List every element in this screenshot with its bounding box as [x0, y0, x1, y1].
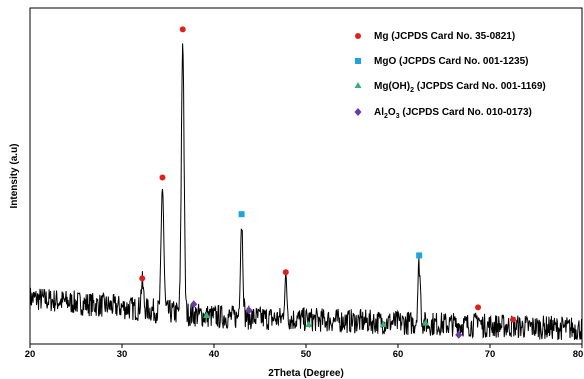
legend-label-mgo: MgO (JCPDS Card No. 001-1235): [374, 56, 529, 67]
legend: Mg (JCPDS Card No. 35-0821) MgO (JCPDS C…: [354, 31, 546, 120]
marker-mg-0: [139, 275, 146, 282]
marker-mgoh2-8: [203, 311, 211, 318]
y-axis-title: Intensity (a.u): [9, 143, 20, 208]
marker-mg-5: [510, 316, 516, 323]
marker-mgoh2-10: [379, 320, 387, 328]
marker-mgo-6: [238, 211, 245, 218]
x-tick-label-30: 30: [117, 349, 128, 360]
xrd-pattern-line: [29, 43, 583, 341]
x-tick-label-80: 80: [573, 349, 584, 360]
legend-label-mgoh2-main: Mg(OH): [374, 81, 410, 92]
legend-marker-mgoh2: [354, 82, 362, 88]
legend-label-mgoh2: Mg(OH)2 (JCPDS Card No. 001-1169): [374, 81, 546, 94]
marker-al2o3-13: [245, 306, 253, 315]
marker-mgoh2-11: [422, 319, 430, 326]
legend-item-mgo: MgO (JCPDS Card No. 001-1235): [355, 56, 529, 67]
legend-label-al2o3: Al2O3 (JCPDS Card No. 010-0173): [374, 107, 532, 120]
legend-label-mg: Mg (JCPDS Card No. 35-0821): [374, 31, 515, 42]
marker-mgoh2-9: [305, 320, 313, 328]
marker-mgo-7: [416, 252, 423, 259]
x-tick-label-40: 40: [209, 349, 220, 360]
x-tick-label-70: 70: [485, 349, 496, 360]
legend-label-al2o3-sub1: 2: [384, 113, 388, 120]
x-tick-label-50: 50: [301, 349, 312, 360]
x-axis-title: 2Theta (Degree): [268, 368, 344, 379]
legend-label-mgoh2-sub: 2: [410, 87, 414, 94]
legend-item-al2o3: Al2O3 (JCPDS Card No. 010-0173): [354, 107, 532, 120]
legend-label-al2o3-sub2: 3: [396, 113, 400, 120]
legend-label-al2o3-o: O: [388, 107, 396, 118]
marker-mg-3: [282, 269, 289, 276]
marker-mg-1: [159, 174, 166, 181]
legend-label-mgoh2-rest: (JCPDS Card No. 001-1169): [414, 81, 546, 92]
marker-al2o3-12: [190, 300, 198, 309]
legend-label-al2o3-al: Al: [374, 107, 384, 118]
legend-marker-mgo: [355, 58, 361, 64]
phase-markers: [139, 26, 516, 339]
legend-item-mgoh2: Mg(OH)2 (JCPDS Card No. 001-1169): [354, 81, 546, 94]
legend-label-al2o3-rest: (JCPDS Card No. 010-0173): [400, 107, 532, 118]
legend-marker-al2o3: [354, 108, 362, 116]
legend-item-mg: Mg (JCPDS Card No. 35-0821): [355, 31, 515, 42]
marker-mg-4: [475, 304, 482, 311]
marker-al2o3-14: [455, 330, 463, 339]
x-tick-label-20: 20: [25, 349, 36, 360]
legend-marker-mg: [355, 33, 361, 39]
marker-mg-2: [179, 26, 186, 33]
x-axis-ticks: 20 30 40 50 60 70 80: [25, 344, 584, 360]
x-tick-label-60: 60: [393, 349, 404, 360]
